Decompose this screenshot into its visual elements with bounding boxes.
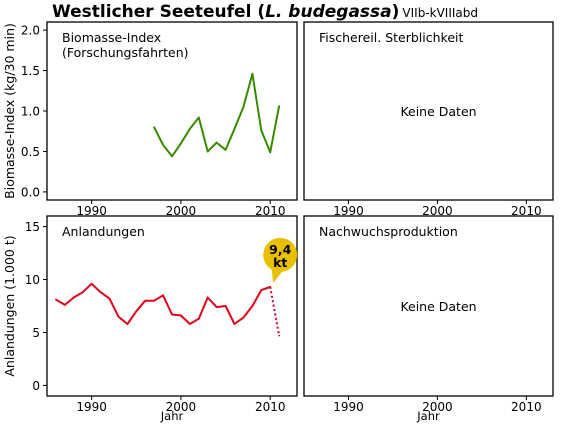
panel-bottom-left-series-0-point-2002 bbox=[197, 317, 200, 320]
panel-top-right-xtick-label-2010: 2010 bbox=[511, 204, 542, 218]
chart-title-main: Westlicher Seeteufel ( bbox=[52, 2, 266, 22]
chart-title-close: ) bbox=[391, 2, 400, 22]
panel-bottom-left-series-0-point-1998 bbox=[162, 294, 164, 297]
panel-bottom-left-xtick-label-1990: 1990 bbox=[76, 400, 107, 414]
panel-bottom-left-series-0-point-2001 bbox=[188, 323, 191, 325]
panel-top-left-series-0-point-1999 bbox=[171, 155, 173, 158]
panel-bottom-left-series-0-point-2007 bbox=[242, 316, 245, 319]
panel-bottom-left-series-0-point-2003 bbox=[206, 296, 209, 299]
panel-bottom-left-series-0-point-1990 bbox=[90, 282, 93, 285]
panel-bottom-left-xlabel: Jahr bbox=[160, 409, 184, 423]
panel-top-right-frame bbox=[303, 21, 554, 201]
panel-top-left-series-0-point-2000 bbox=[180, 142, 182, 145]
panel-bottom-left-series-1-point-2011 bbox=[278, 334, 281, 337]
panel-bottom-left-series-0-point-2008 bbox=[251, 305, 254, 307]
panel-bottom-left-series-0-point-1991 bbox=[99, 291, 102, 294]
panel-bottom-right-xtick-label-1990: 1990 bbox=[333, 400, 364, 414]
panel-top-left-series-0-point-2010 bbox=[269, 151, 272, 154]
panel-top-left-xtick-label-2000: 2000 bbox=[166, 204, 197, 218]
panel-bottom-left-ytick-label-15: 15 bbox=[25, 220, 40, 234]
panel-top-left-xtick-label-2010: 2010 bbox=[255, 204, 286, 218]
panel-bottom-left-xtick-label-2010: 2010 bbox=[255, 400, 286, 414]
panel-top-left-ylabel: Biomasse-Index (kg/30 min) bbox=[2, 23, 17, 199]
panel-top-right-xtick-label-2000: 2000 bbox=[422, 204, 453, 218]
panel-bottom-right-xlabel: Jahr bbox=[416, 409, 440, 423]
panel-top-left-xtick-label-1990: 1990 bbox=[76, 204, 107, 218]
panel-bottom-left-series-1-line bbox=[269, 286, 281, 336]
panel-bottom-right-message: Keine Daten bbox=[400, 299, 476, 314]
chart-title: Westlicher Seeteufel (L. budegassa) VIIb-… bbox=[52, 2, 478, 22]
panel-top-right-message: Keine Daten bbox=[400, 104, 476, 119]
panel-bottom-right-frame bbox=[303, 215, 554, 397]
panel-bottom-right-xtick-label-2000: 2000 bbox=[422, 400, 453, 414]
panel-top-left-series-0-point-2003 bbox=[206, 150, 209, 153]
panel-bottom-left-series-0-point-1987 bbox=[63, 304, 66, 306]
panel-top-left-ytick-label-1.5: 1.5 bbox=[21, 64, 40, 78]
panel-bottom-left-series-0-point-1996 bbox=[144, 299, 147, 302]
panel-top-right-label: Fischereil. Sterblichkeit bbox=[319, 30, 463, 45]
panel-bottom-left-series-0-point-1986 bbox=[55, 298, 57, 301]
panel-bottom-left-series-0-point-2004 bbox=[215, 306, 218, 308]
panel-bottom-left-series-0-point-1989 bbox=[81, 291, 84, 294]
panel-top-left-ytick-label-1.0: 1.0 bbox=[21, 105, 40, 119]
panel-bottom-left-series-0-line bbox=[55, 282, 271, 325]
panel-bottom-right-label: Nachwuchsproduktion bbox=[319, 224, 458, 239]
panel-bottom-left-label: Anlandungen bbox=[62, 224, 145, 239]
panel-top-left-series-0-point-2004 bbox=[215, 141, 218, 144]
panel-top-left-series-0-point-2001 bbox=[188, 127, 191, 130]
panel-bottom-left-series-1-point-2010 bbox=[269, 286, 272, 288]
panel-top-left-series-0-point-2009 bbox=[260, 129, 263, 132]
panel-bottom-left-callout-unit: kt bbox=[273, 255, 287, 270]
panel-bottom-left-series-0-point-1997 bbox=[153, 299, 156, 302]
panel-bottom-left-series-0-point-2000 bbox=[180, 314, 182, 317]
panel-top-left-series-0-point-2005 bbox=[224, 148, 227, 151]
panel-top-left-label: Biomasse-Index (Forschungsfahrten) bbox=[62, 30, 189, 60]
chart-title-species: L. budegassa bbox=[265, 2, 392, 22]
panel-top-left-series-0-point-2008 bbox=[251, 72, 254, 75]
panel-top-right-xtick-label-1990: 1990 bbox=[333, 204, 364, 218]
panel-top-left-series-0-point-2011 bbox=[278, 105, 281, 108]
panel-top-left-series-0-point-1998 bbox=[162, 144, 164, 146]
panel-top-left-series-0-point-1997 bbox=[153, 126, 156, 129]
panel-bottom-left-series-0-point-2005 bbox=[224, 305, 227, 307]
panel-bottom-left-ytick-label-10: 10 bbox=[25, 273, 40, 287]
panel-top-left-ytick-label-2.0: 2.0 bbox=[21, 24, 40, 38]
panel-top-left-series-0-point-2002 bbox=[197, 116, 200, 119]
panel-top-left-series-0-line bbox=[153, 72, 281, 158]
panel-bottom-left-series-0-point-1995 bbox=[135, 310, 138, 313]
panel-bottom-left-callout-bubble bbox=[263, 237, 298, 272]
panel-bottom-left-ytick-label-5: 5 bbox=[32, 326, 40, 340]
panel-bottom-left-ytick-label-0: 0 bbox=[32, 379, 40, 393]
panel-bottom-left-series-0-point-1994 bbox=[126, 323, 129, 325]
panel-bottom-left-series-0-point-2009 bbox=[260, 289, 263, 292]
panel-bottom-left-callout-value: 9,4 bbox=[269, 242, 291, 257]
panel-top-left-ytick-label-0.5: 0.5 bbox=[21, 145, 40, 159]
panel-bottom-left-series-0-point-1992 bbox=[108, 297, 111, 300]
panel-bottom-left-series-0-point-1993 bbox=[117, 315, 120, 318]
panel-top-left-series-0-point-2007 bbox=[242, 106, 245, 108]
panel-bottom-left-frame bbox=[46, 215, 298, 397]
panel-bottom-left-series-0-point-2006 bbox=[233, 323, 236, 325]
chart-title-region: VIIb-kVIIIabd bbox=[402, 6, 479, 20]
panel-bottom-right-xtick-label-2010: 2010 bbox=[511, 400, 542, 414]
panel-bottom-left-series-0-point-1999 bbox=[171, 313, 173, 316]
panel-top-left-series-0-point-2006 bbox=[233, 127, 236, 130]
panel-top-left-ytick-label-0.0: 0.0 bbox=[21, 185, 40, 199]
panel-bottom-left-xtick-label-2000: 2000 bbox=[166, 400, 197, 414]
panel-bottom-left-ylabel: Anlandungen (1.000 t) bbox=[2, 235, 17, 376]
panel-bottom-left-series-0-point-1988 bbox=[72, 296, 75, 299]
